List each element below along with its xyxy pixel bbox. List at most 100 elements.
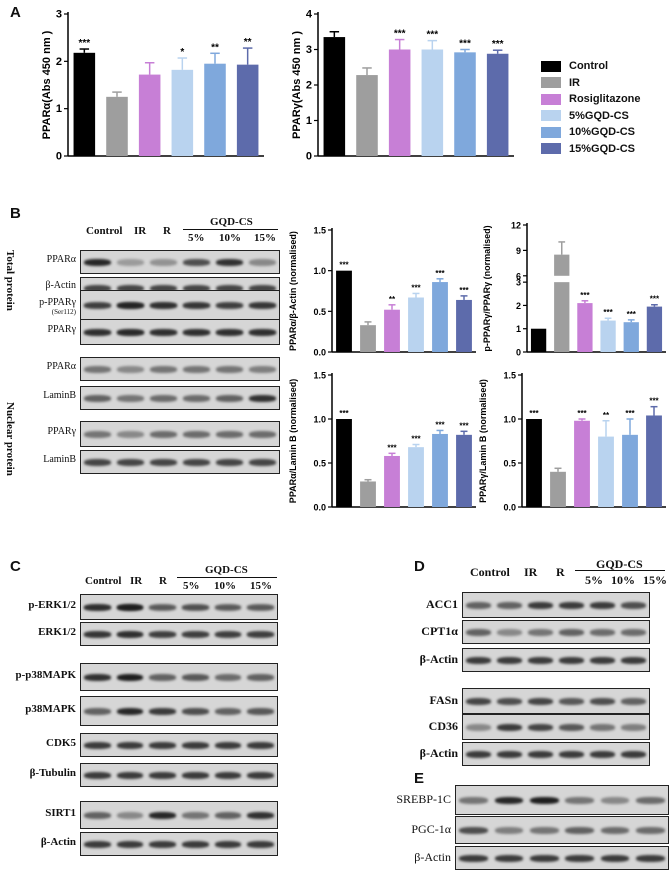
- blot-row-label: β-Actin: [419, 746, 458, 760]
- blot-band: [116, 258, 145, 266]
- blot-band: [181, 604, 209, 610]
- blot-band: [149, 741, 177, 749]
- blot-band: [620, 697, 647, 705]
- blot-band: [116, 458, 145, 466]
- blot-band: [247, 631, 275, 637]
- blot-band: [214, 603, 242, 611]
- blot-band: [247, 741, 275, 749]
- lane-5-c: 5%: [183, 580, 200, 592]
- blot-band: [529, 826, 559, 834]
- legend-label: Rosiglitazone: [569, 93, 641, 106]
- blot-band: [214, 604, 242, 610]
- blot-band: [620, 628, 647, 636]
- legend-item: Control: [541, 58, 671, 75]
- blot-band: [214, 811, 242, 819]
- bar: [486, 53, 509, 157]
- blot-strip: [80, 290, 280, 320]
- bar: [421, 49, 444, 156]
- blot-band: [565, 796, 595, 804]
- bar: [622, 434, 638, 507]
- blot-band: [215, 394, 244, 402]
- y-tick-label: 0: [516, 348, 521, 358]
- blot-strip: [462, 688, 650, 714]
- blot-strip: [80, 663, 278, 691]
- y-tick-label: 4: [306, 9, 313, 21]
- panel-letter-b: B: [10, 205, 21, 222]
- legend-swatch: [541, 93, 561, 105]
- blot-band: [181, 631, 209, 637]
- blot-band: [182, 284, 211, 292]
- blot-band: [181, 673, 209, 681]
- blot-band: [116, 673, 144, 681]
- blot-band: [83, 284, 112, 292]
- blot-band: [83, 430, 112, 438]
- blot-band: [149, 365, 178, 373]
- bar: [646, 306, 663, 352]
- blot-row-label: p38MAPK: [25, 703, 76, 715]
- lane-control-d: Control: [470, 565, 510, 579]
- significance-label: ***: [529, 409, 539, 418]
- lane-r-d: R: [556, 565, 565, 579]
- blot-band: [149, 603, 177, 611]
- panel-letter-d: D: [414, 558, 425, 575]
- bar: [530, 328, 547, 352]
- blot-band: [215, 430, 244, 438]
- blot-strip: [80, 319, 280, 345]
- significance-label: ***: [603, 308, 613, 317]
- significance-label: ***: [426, 30, 438, 41]
- blot-band: [558, 601, 585, 609]
- blot-band: [182, 458, 211, 466]
- blot-band: [149, 430, 178, 438]
- blot-band: [215, 301, 244, 309]
- blot-band: [527, 697, 554, 705]
- significance-label: ***: [435, 269, 445, 278]
- lane-5-d: 5%: [585, 573, 603, 587]
- blot-band: [214, 840, 242, 848]
- side-label-nuclear: Nuclear protein: [4, 402, 16, 476]
- blot-band: [149, 707, 177, 715]
- bar: [598, 436, 614, 507]
- blot-band: [215, 458, 244, 466]
- legend-swatch: [541, 77, 561, 89]
- y-tick-label: 1.0: [313, 266, 326, 276]
- blot-band: [248, 394, 277, 402]
- blot-band: [182, 302, 211, 308]
- significance-label: ***: [435, 420, 445, 429]
- blot-band: [215, 302, 244, 308]
- blot-band: [465, 723, 492, 731]
- blot-band: [149, 811, 177, 819]
- blot-band: [116, 365, 145, 373]
- lane-5: 5%: [188, 232, 205, 244]
- blot-band: [149, 630, 177, 638]
- y-tick-label: 0.0: [313, 503, 326, 513]
- blot-band: [116, 631, 144, 637]
- legend-label: 15%GQD-CS: [569, 142, 636, 155]
- blot-band: [494, 854, 524, 862]
- y-tick-label: 6: [516, 271, 521, 281]
- bar: [623, 322, 639, 352]
- blot-band: [496, 723, 523, 731]
- blot-band: [247, 811, 275, 819]
- significance-label: ***: [387, 443, 397, 452]
- legend-label: 5%GQD-CS: [569, 109, 629, 122]
- blot-band: [181, 811, 209, 819]
- blot-band: [620, 656, 647, 664]
- blot-strip: [462, 648, 650, 672]
- bar: [388, 49, 411, 156]
- lane-control-c: Control: [85, 575, 122, 587]
- y-tick-label: 1.5: [313, 226, 326, 236]
- bar: [236, 64, 259, 156]
- blot-row-label: CDK5: [46, 737, 76, 749]
- blot-band: [214, 741, 242, 749]
- lane-group-line: [183, 229, 278, 230]
- bar: [432, 433, 448, 507]
- blot-band: [83, 302, 112, 308]
- blot-band: [182, 430, 211, 438]
- blot-band: [496, 628, 523, 636]
- significance-label: *: [180, 47, 184, 58]
- blot-band: [214, 707, 242, 715]
- blot-band: [589, 601, 616, 609]
- y-axis-label: PPARα(Abs 450 nm ): [41, 30, 53, 139]
- blot-strip: [455, 785, 669, 815]
